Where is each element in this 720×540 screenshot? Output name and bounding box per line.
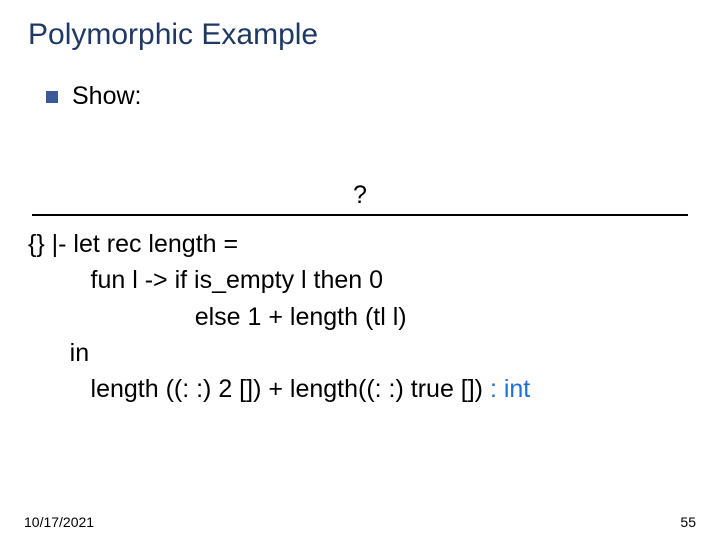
code-line: length ((: :) 2 []) + length((: :) true … [28,375,490,403]
type-annotation: : int [490,375,530,403]
code-line: else 1 + length (tl l) [28,303,407,331]
page-title: Polymorphic Example [28,18,692,52]
code-line: in [28,339,89,367]
code-block: {} |- let rec length = fun l -> if is_em… [28,226,692,407]
bullet-label: Show: [72,82,141,111]
footer: 10/17/2021 55 [24,514,696,530]
square-bullet-icon [46,91,58,103]
code-line: fun l -> if is_empty l then 0 [28,266,383,294]
derivation-top: ? [28,181,692,210]
horizontal-rule [32,214,688,216]
derivation-block: ? {} |- let rec length = fun l -> if is_… [28,181,692,407]
slide: Polymorphic Example Show: ? {} |- let re… [0,0,720,540]
footer-page: 55 [680,514,696,530]
bullet-row: Show: [46,82,692,111]
code-line: {} |- let rec length = [28,230,238,258]
footer-date: 10/17/2021 [24,514,94,530]
